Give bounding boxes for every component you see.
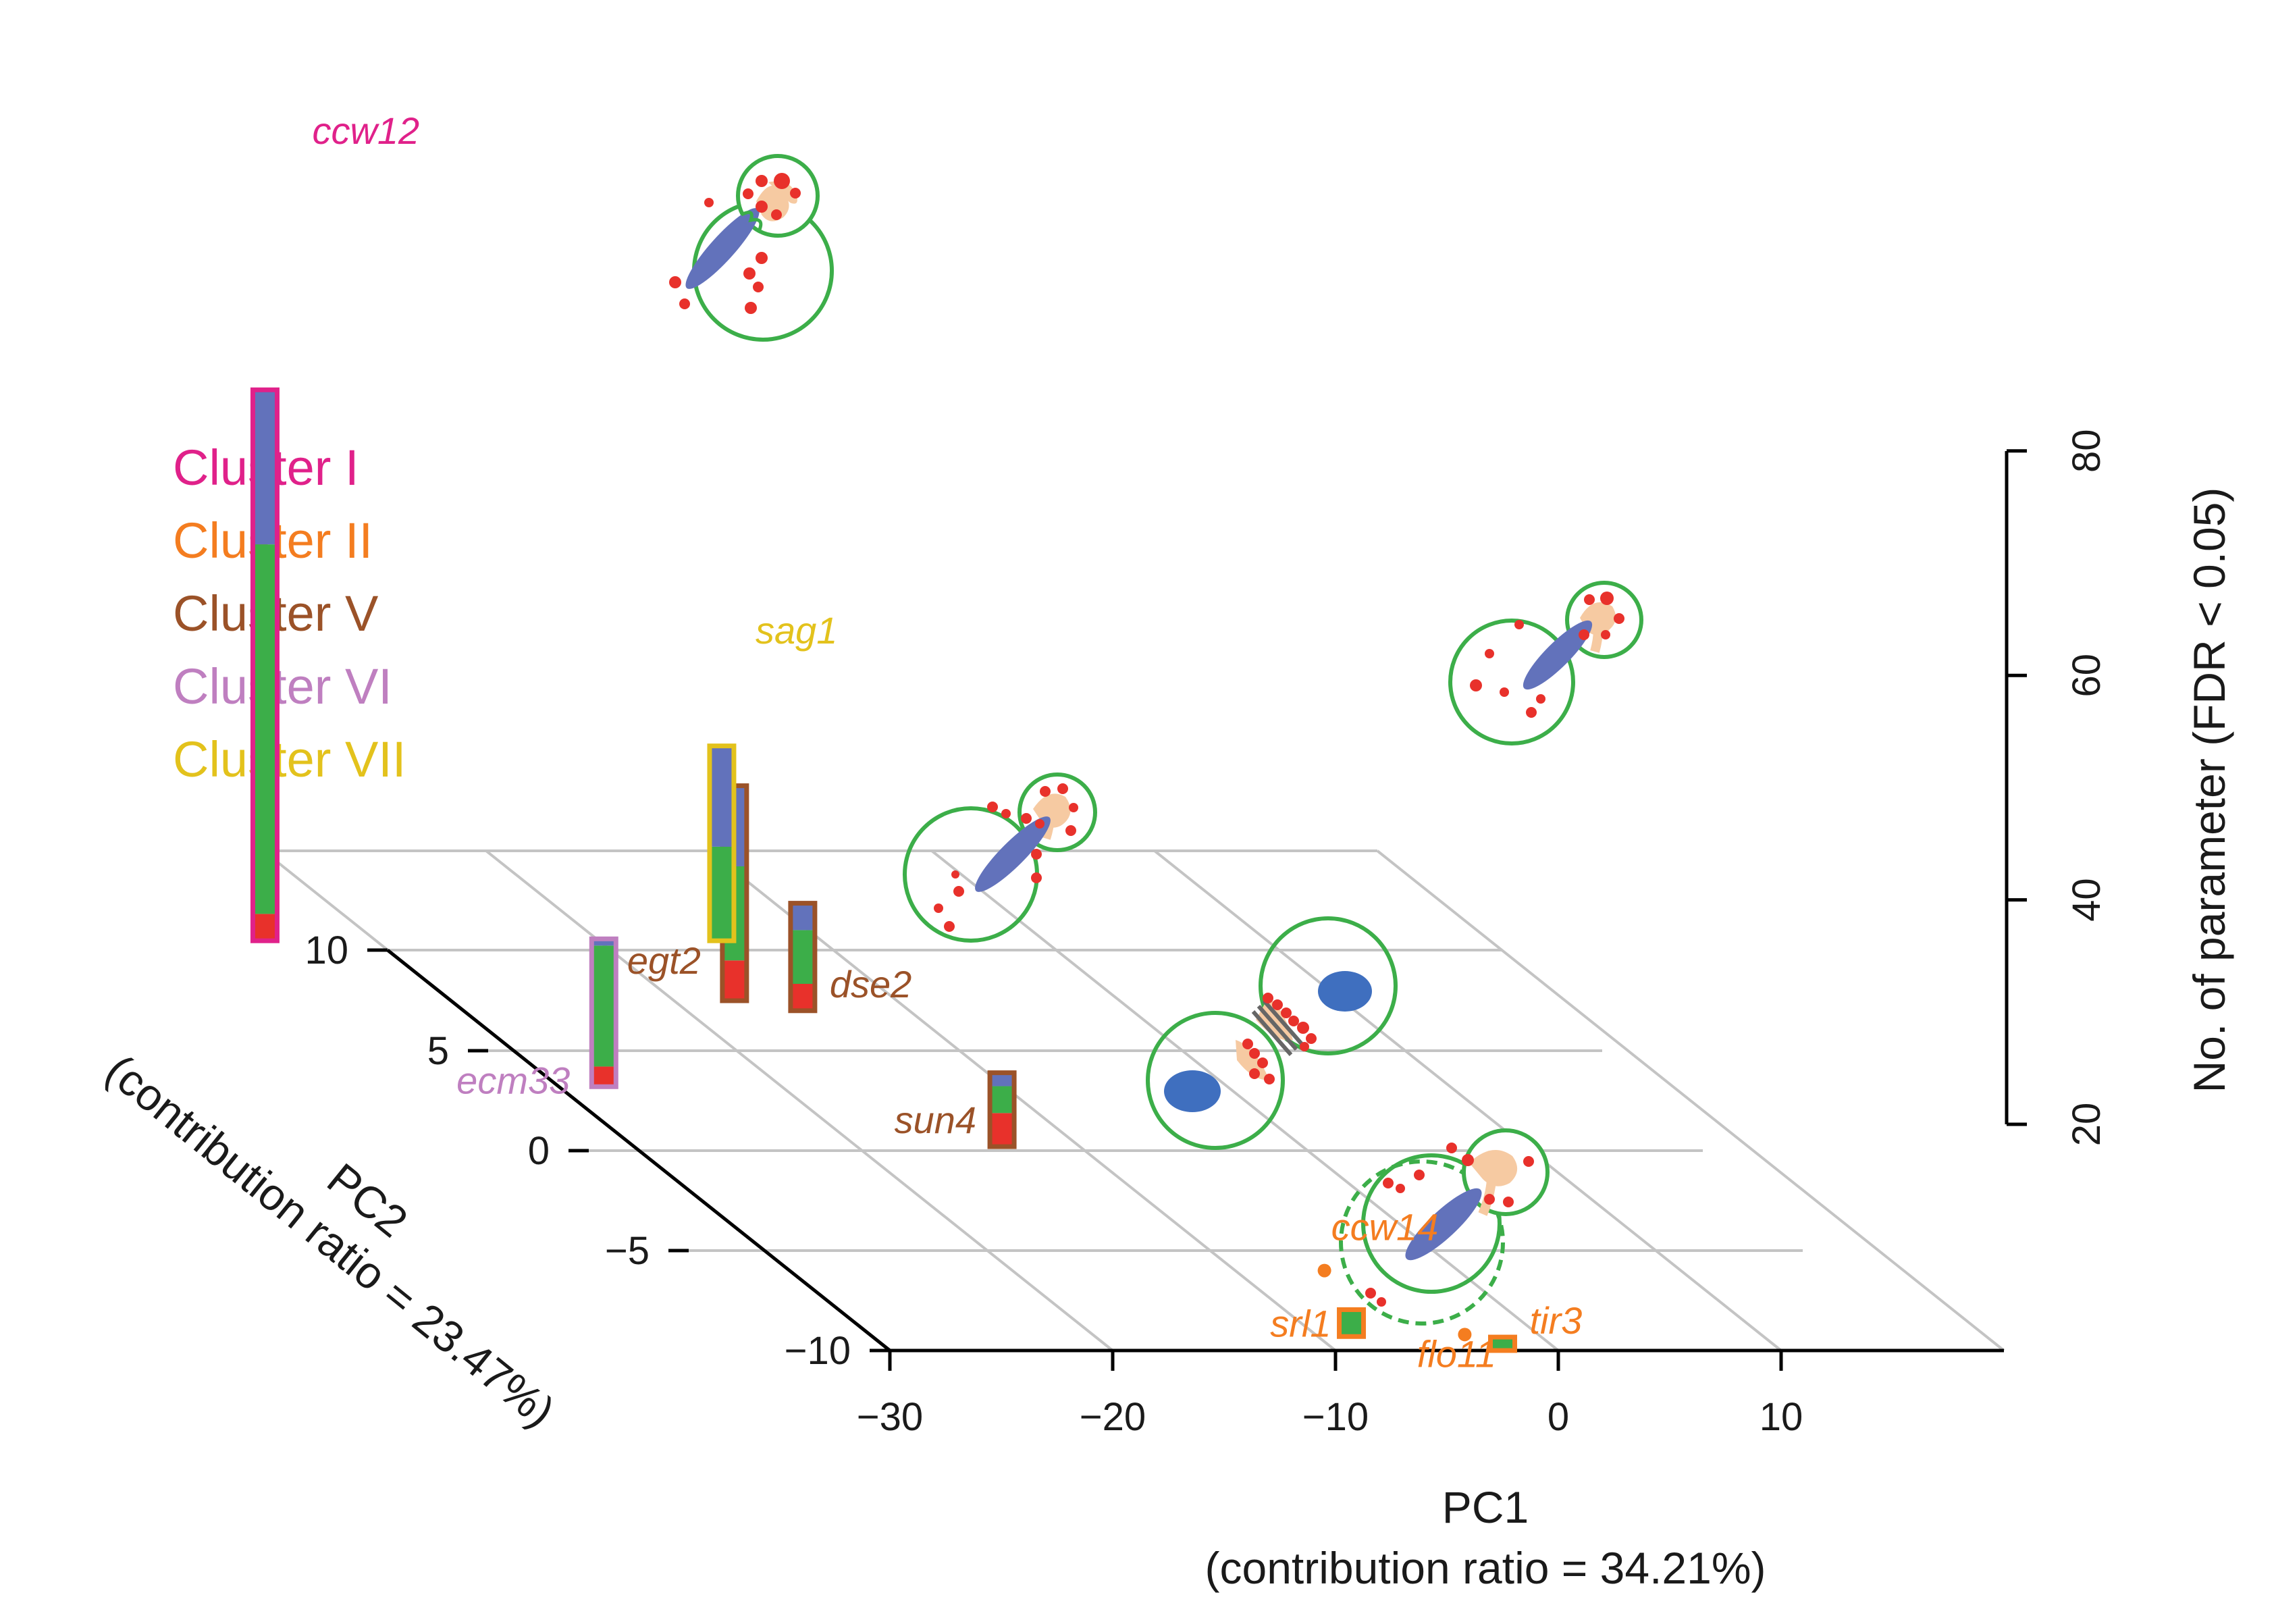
gene-label-srl1: srl1: [1270, 1302, 1331, 1344]
pc2-tick-label: 0: [528, 1129, 550, 1173]
bar-segment: [253, 390, 277, 545]
bar-outline: [1488, 1334, 1517, 1353]
parameter-tick-label: 40: [2065, 878, 2109, 922]
gene-bar-ecm33: [589, 936, 618, 1089]
budding-cell-illustration: [1448, 581, 1643, 745]
pc1-axis-title: PC1: [1442, 1482, 1529, 1532]
bar-segment: [591, 939, 616, 946]
grid-depth-line: [485, 849, 1114, 1352]
gene-bar-ccw12: [250, 387, 280, 943]
budding-cell-illustration: [903, 772, 1097, 943]
gene-label-egt2: egt2: [627, 939, 701, 982]
gene-bar-tir3: [1488, 1334, 1517, 1353]
pc1-tick-label: 10: [1760, 1395, 1803, 1439]
pc2-tick-label: 10: [305, 928, 348, 972]
parameter-tick-label: 60: [2065, 654, 2109, 698]
pc2-tick-label: −10: [785, 1329, 851, 1373]
bar-segment: [1490, 1337, 1515, 1351]
grid-depth-line: [1153, 849, 1782, 1352]
bar-segment: [790, 930, 815, 984]
axis-titles: PC1 (contribution ratio = 34.21%) PC2 (c…: [97, 488, 2234, 1593]
bar-outline: [707, 743, 737, 943]
budding-cell-illustration: [669, 154, 834, 342]
bar-outline: [589, 936, 618, 1089]
gene-label-ecm33: ecm33: [456, 1059, 570, 1101]
bar-outline: [788, 901, 818, 1014]
pc2-tick-label: −5: [605, 1229, 650, 1273]
bar-segment: [591, 945, 616, 1067]
bar-segment: [990, 1113, 1015, 1147]
parameter-axis-title: No. of parameter (FDR < 0.05): [2184, 488, 2234, 1093]
gene-point-ccw14: [1317, 1263, 1331, 1278]
gene-label-ccw12: ccw12: [312, 109, 419, 152]
legend-item: Cluster VI: [173, 658, 392, 714]
gene-label-sun4: sun4: [895, 1099, 976, 1141]
bar-segment: [1339, 1309, 1364, 1337]
budding-cell-illustration: [1339, 1128, 1550, 1326]
bar-segment: [709, 846, 734, 941]
gene-point-flo11: [1458, 1328, 1472, 1342]
grid-depth-line: [1376, 849, 2005, 1352]
cell-illustrations: [669, 154, 1643, 1326]
bar-segment: [790, 984, 815, 1011]
legend-item: Cluster VII: [173, 731, 406, 787]
bar-segment: [990, 1072, 1015, 1086]
bar-segment: [709, 745, 734, 847]
bar-segment: [253, 914, 277, 941]
pc2-tick-label: 5: [427, 1029, 449, 1073]
gene-label-dse2: dse2: [830, 963, 911, 1005]
gene-label-sag1: sag1: [756, 609, 837, 652]
pc2-axis-line: [386, 949, 891, 1352]
bar-segment: [591, 1066, 616, 1087]
pc1-tick-label: −30: [857, 1395, 923, 1439]
axis-ticks: −30 −20 −10 0 10 10 5 0 −5 −10 20 40 60 80: [305, 429, 2109, 1439]
pc1-tick-label: −20: [1080, 1395, 1146, 1439]
gene-bar-sun4: [987, 1070, 1017, 1149]
dividing-cell-illustration: [1146, 916, 1398, 1150]
gene-bar-sag1: [707, 743, 737, 943]
gene-labels: ccw12 ecm33 egt2 dse2 sag1 sun4 srl1 tir3 ccw14 f…: [312, 109, 1582, 1375]
bar-segment: [790, 903, 815, 931]
pc1-axis-subtitle: (contribution ratio = 34.21%): [1205, 1543, 1766, 1593]
bar-segment: [722, 960, 747, 1001]
parameter-tick-label: 20: [2065, 1103, 2109, 1147]
gene-bar-dse2: [788, 901, 818, 1014]
parameter-tick-label: 80: [2065, 429, 2109, 473]
bar-segment: [253, 544, 277, 914]
pc1-tick-label: −10: [1302, 1395, 1369, 1439]
pc1-tick-label: 0: [1548, 1395, 1569, 1439]
gene-bar-srl1: [1337, 1307, 1367, 1339]
grid-depth-line: [930, 849, 1560, 1352]
pc2-axis: [386, 949, 891, 1352]
gene-bars: [250, 387, 1517, 1353]
pc2-axis-subtitle: (contribution ratio = 23.47%): [97, 1045, 564, 1436]
bar-outline: [1337, 1307, 1367, 1339]
gene-label-flo11: flo11: [1417, 1332, 1496, 1375]
gene-label-ccw14: ccw14: [1331, 1206, 1439, 1249]
bar-outline: [987, 1070, 1017, 1149]
gene-label-tir3: tir3: [1530, 1299, 1583, 1342]
bar-outline: [250, 387, 280, 943]
bar-segment: [990, 1086, 1015, 1114]
